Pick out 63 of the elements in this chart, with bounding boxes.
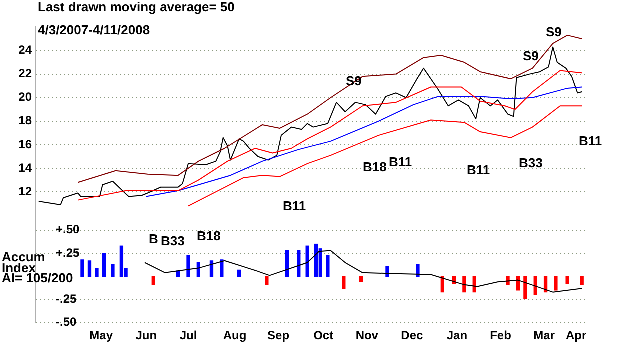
bar bbox=[314, 244, 318, 277]
chart-title: Last drawn moving average= 50 bbox=[38, 0, 235, 15]
bar bbox=[580, 276, 584, 286]
bar bbox=[210, 260, 214, 277]
annotation: B11 bbox=[389, 154, 412, 170]
bar bbox=[554, 276, 558, 291]
y-tick-label: 12 bbox=[18, 184, 32, 198]
bar bbox=[220, 260, 224, 277]
bar bbox=[386, 266, 390, 277]
y2-tick-label: +.25 bbox=[56, 246, 80, 260]
x-tick-label: Feb bbox=[490, 328, 512, 342]
bar bbox=[416, 264, 420, 277]
x-tick-label: Jul bbox=[180, 328, 198, 342]
bar bbox=[534, 276, 538, 296]
x-tick-label: Nov bbox=[356, 328, 379, 342]
bar bbox=[360, 276, 364, 282]
y2-tick-label: -.50 bbox=[56, 315, 78, 330]
bar bbox=[102, 253, 106, 277]
annotation: B bbox=[149, 232, 158, 247]
bar bbox=[88, 260, 92, 277]
bar bbox=[285, 250, 290, 277]
bar bbox=[524, 276, 528, 300]
y-tick-label: 18 bbox=[18, 114, 32, 128]
y-tick-label: 24 bbox=[18, 43, 32, 58]
y2-tick-label: +.50 bbox=[56, 222, 80, 237]
annotation: S9 bbox=[546, 24, 562, 40]
bar bbox=[95, 268, 99, 277]
bar bbox=[342, 276, 346, 289]
bar bbox=[152, 276, 156, 286]
y2-tick-label: -.25 bbox=[56, 292, 78, 306]
annotation: 4/3/2007-4/11/2008 bbox=[38, 22, 150, 38]
x-tick-label: Mar bbox=[534, 328, 556, 342]
y-tick-label: 20 bbox=[18, 90, 32, 104]
x-tick-label: Dec bbox=[401, 328, 424, 342]
x-tick-label: Aug bbox=[223, 328, 247, 342]
x-tick-label: May bbox=[90, 328, 114, 342]
bar bbox=[186, 255, 190, 277]
y-tick-label: 22 bbox=[18, 66, 32, 81]
annotation: B18 bbox=[363, 160, 387, 175]
annotation: B18 bbox=[197, 228, 221, 244]
annotation: B11 bbox=[467, 162, 490, 178]
annotation: B11 bbox=[283, 198, 306, 214]
x-tick-label: Jan bbox=[446, 328, 468, 342]
bar bbox=[297, 250, 301, 277]
bar bbox=[566, 276, 570, 284]
x-tick-label: Sep bbox=[268, 328, 290, 342]
bar bbox=[111, 264, 115, 277]
x-tick-label: Jun bbox=[136, 328, 158, 342]
annotation: B33 bbox=[519, 156, 543, 171]
x-tick-label: Oct bbox=[314, 328, 334, 342]
bar bbox=[462, 276, 466, 293]
annotation: B11 bbox=[579, 134, 602, 149]
x-tick-label: Apr bbox=[566, 328, 587, 342]
bar bbox=[238, 270, 242, 277]
bar bbox=[306, 246, 310, 277]
y-tick-label: 16 bbox=[18, 137, 32, 152]
bar bbox=[326, 255, 330, 277]
y-tick-label: 14 bbox=[18, 160, 32, 175]
bar bbox=[120, 246, 124, 277]
annotation: B33 bbox=[161, 234, 185, 249]
bar bbox=[80, 260, 84, 277]
annotation: S9 bbox=[523, 48, 539, 64]
bar bbox=[265, 276, 269, 286]
